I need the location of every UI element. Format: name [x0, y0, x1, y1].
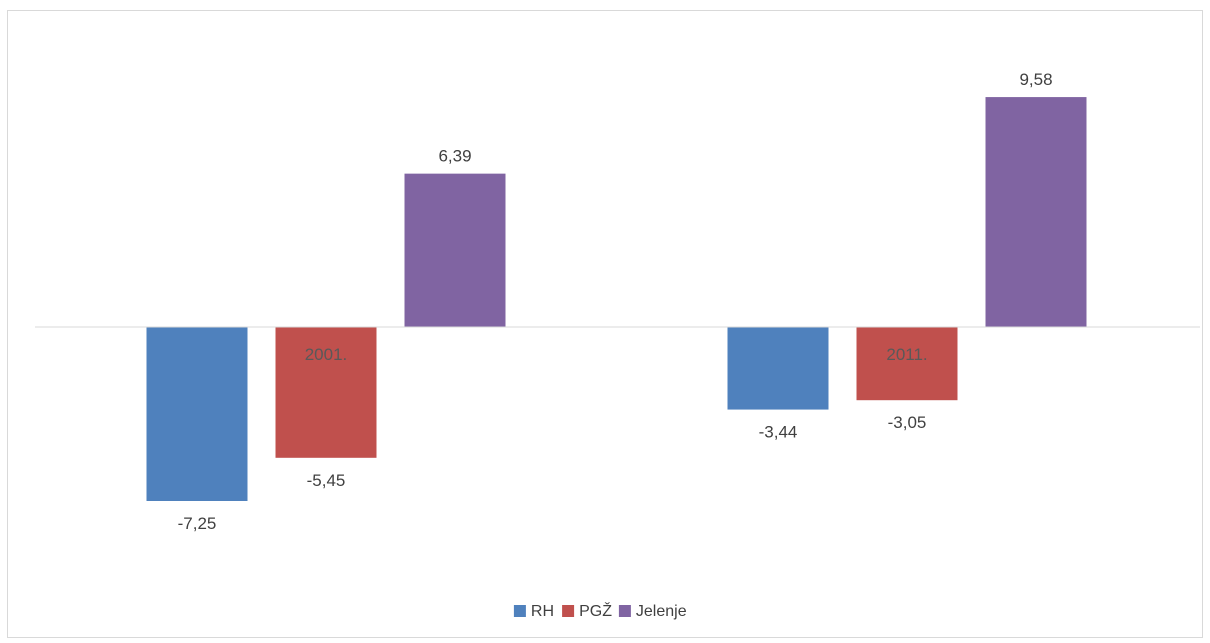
bar-pgž-2011: [856, 327, 958, 401]
value-label: -7,25: [178, 514, 217, 533]
category-labels: 2001. 2011.: [305, 345, 928, 364]
legend-swatch: [618, 605, 631, 617]
legend: RH PGŽ Jelenje: [513, 601, 687, 620]
legend-label: PGŽ: [579, 601, 612, 620]
legend-item-rh: RH: [513, 603, 554, 620]
bar-rh-2011: [727, 327, 829, 410]
bar-rh-2001: [146, 327, 248, 501]
legend-swatch: [513, 605, 526, 617]
legend-item-jelenje: Jelenje: [618, 603, 687, 620]
category-label: 2001.: [305, 345, 348, 364]
value-labels: -7,25 -5,45 6,39 -3,44 -3,05 9,58: [178, 70, 1053, 533]
legend-label: Jelenje: [636, 603, 687, 620]
bar-pgž-2001: [275, 327, 377, 458]
bars-layer: [146, 97, 1087, 501]
value-label: -5,45: [307, 471, 346, 490]
value-label: -3,44: [759, 423, 798, 442]
value-label: 6,39: [438, 147, 471, 166]
category-label: 2011.: [886, 345, 927, 364]
legend-swatch: [562, 605, 575, 617]
value-label: -3,05: [888, 413, 927, 432]
bar-jelenje-2011: [985, 97, 1087, 327]
legend-label: RH: [531, 603, 554, 620]
legend-item-pgž: PGŽ: [562, 601, 612, 620]
bar-jelenje-2001: [404, 173, 506, 327]
value-label: 9,58: [1019, 70, 1052, 89]
